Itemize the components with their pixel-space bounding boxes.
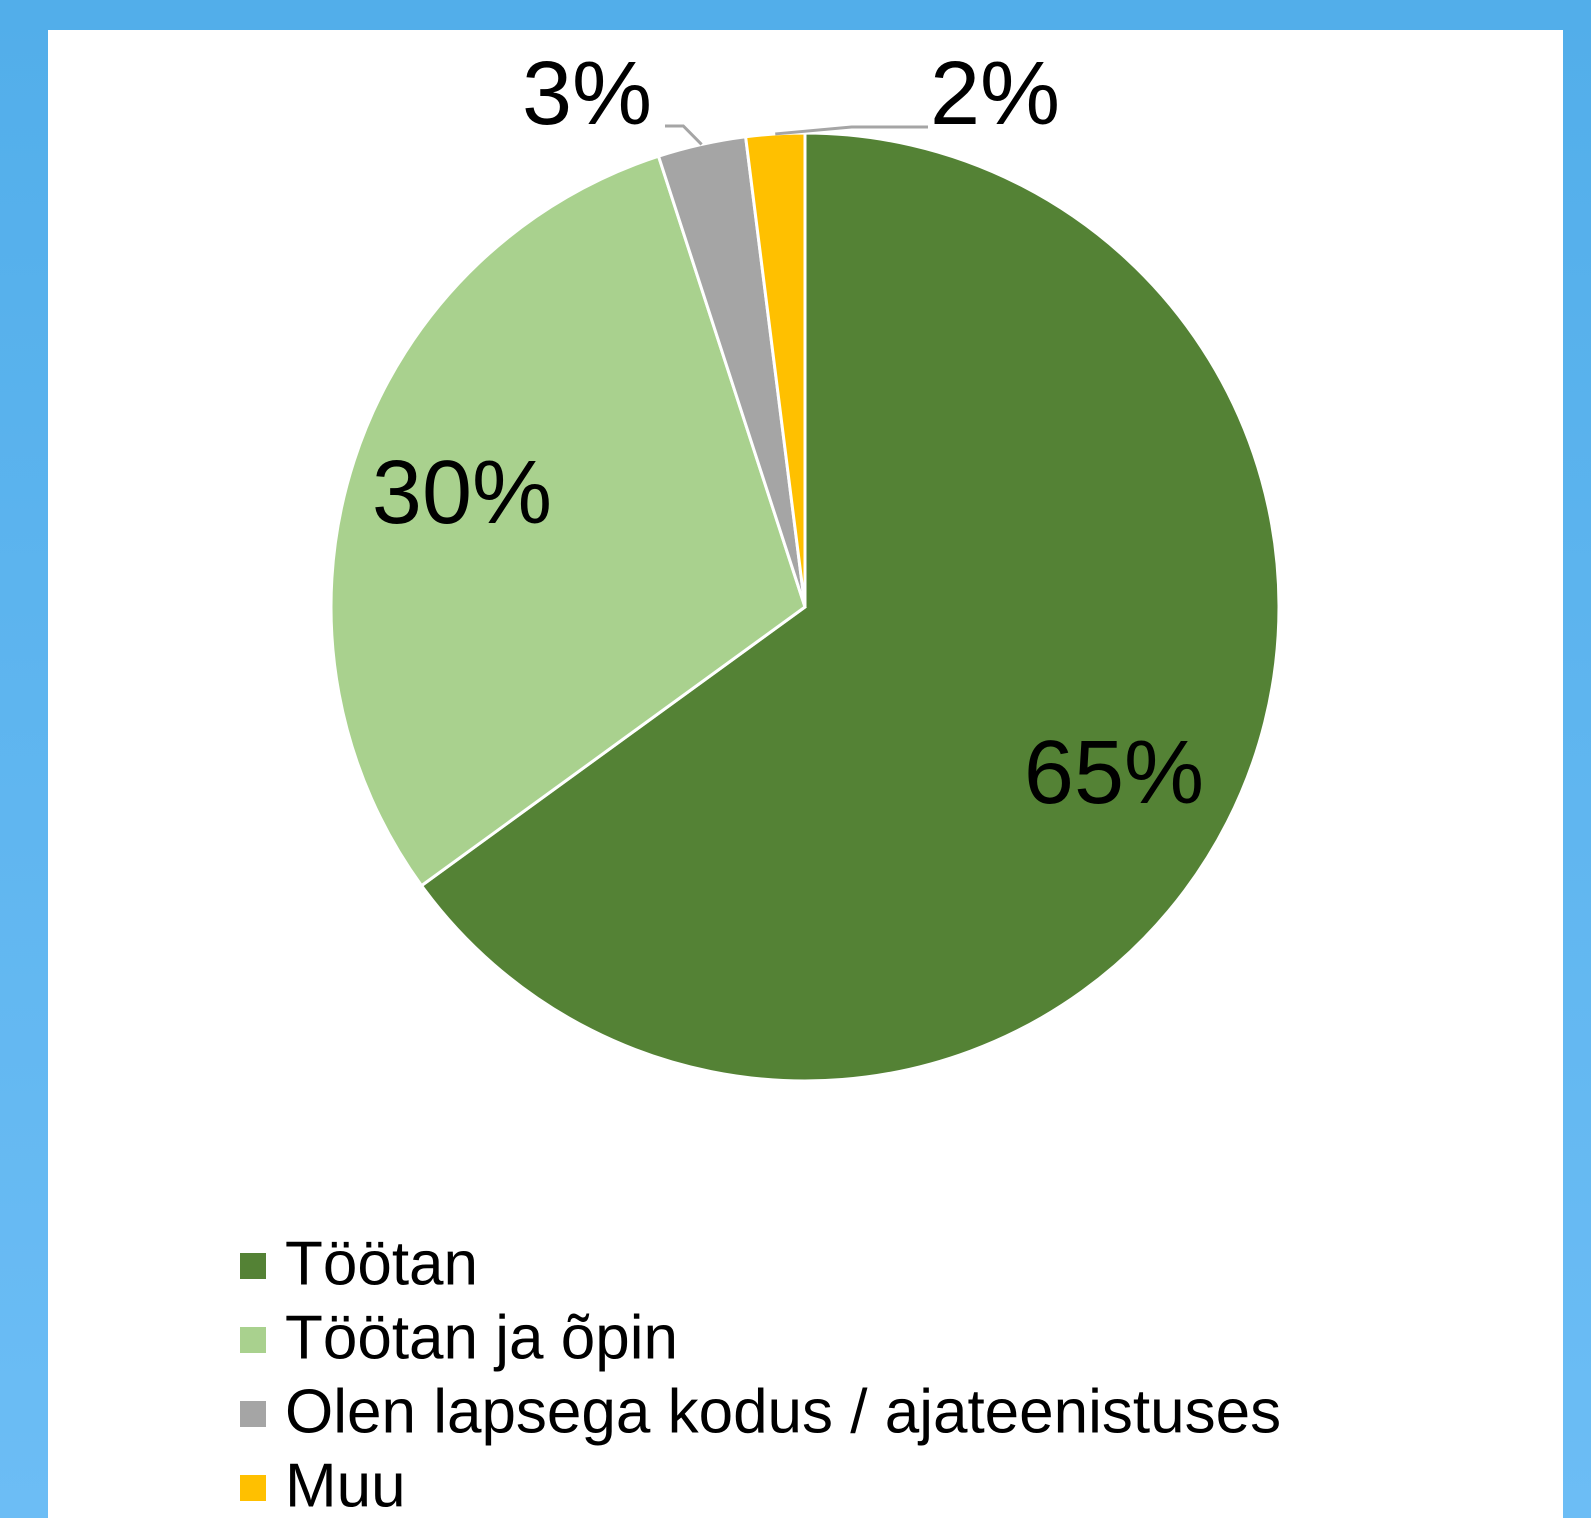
pie-slice — [419, 131, 1281, 1083]
legend-swatch — [240, 1401, 266, 1427]
leader-line — [775, 125, 928, 136]
legend-swatch — [240, 1327, 266, 1353]
legend-label: Muu — [285, 1451, 406, 1518]
legend-label: Töötan — [285, 1229, 478, 1298]
legend-swatch — [240, 1253, 266, 1279]
data-label: 3% — [522, 44, 652, 144]
pie-slice — [743, 131, 807, 608]
legend-swatch — [240, 1475, 266, 1501]
leader-line — [665, 124, 703, 146]
data-label: 2% — [930, 44, 1060, 144]
pie-slice — [329, 154, 807, 888]
legend-label: Töötan ja õpin — [285, 1303, 678, 1372]
legend-label: Olen lapsega kodus / ajateenistuses — [285, 1377, 1281, 1446]
data-label: 30% — [372, 443, 552, 543]
data-label: 65% — [1024, 723, 1204, 823]
